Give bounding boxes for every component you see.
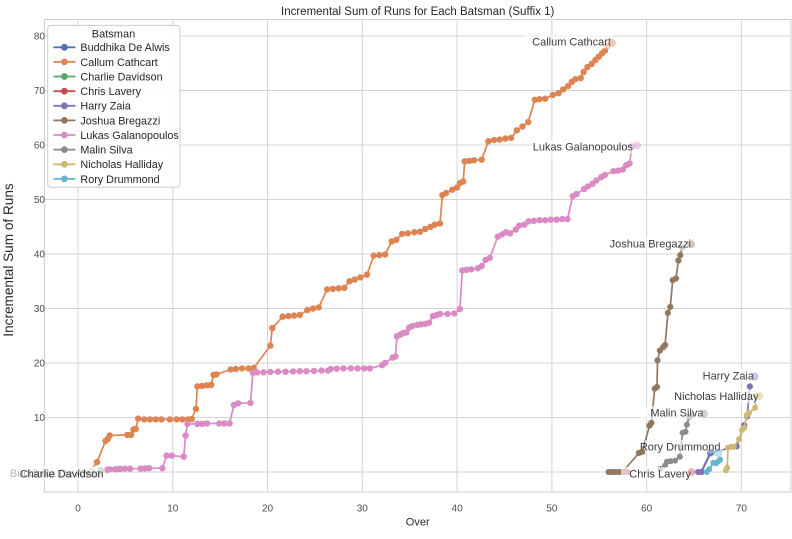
svg-text:Over: Over <box>406 517 430 529</box>
svg-text:Joshua Bregazzi: Joshua Bregazzi <box>610 239 691 251</box>
svg-text:Lukas Galanopoulos: Lukas Galanopoulos <box>533 142 634 154</box>
svg-text:Rory Drummond: Rory Drummond <box>80 174 159 186</box>
svg-text:0: 0 <box>75 504 81 515</box>
svg-text:Rory Drummond: Rory Drummond <box>640 442 721 454</box>
svg-text:80: 80 <box>34 32 46 43</box>
svg-text:Harry Zaia: Harry Zaia <box>703 371 755 383</box>
svg-text:Incremental Sum of Runs: Incremental Sum of Runs <box>1 183 16 337</box>
svg-text:Charlie Davidson: Charlie Davidson <box>80 71 162 83</box>
svg-text:30: 30 <box>357 504 369 515</box>
svg-text:Malin Silva: Malin Silva <box>80 145 132 157</box>
svg-text:Joshua Bregazzi: Joshua Bregazzi <box>80 115 160 127</box>
svg-text:Callum Cathcart: Callum Cathcart <box>532 37 611 49</box>
svg-text:Malin Silva: Malin Silva <box>650 408 704 420</box>
svg-text:70: 70 <box>736 504 748 515</box>
svg-text:Nicholas Halliday: Nicholas Halliday <box>80 159 163 171</box>
svg-text:40: 40 <box>34 250 46 261</box>
svg-text:Harry Zaia: Harry Zaia <box>80 101 130 113</box>
svg-text:60: 60 <box>641 504 653 515</box>
svg-text:Charlie Davidson: Charlie Davidson <box>20 469 104 481</box>
svg-text:Batsman: Batsman <box>92 29 135 41</box>
svg-text:10: 10 <box>167 504 179 515</box>
svg-text:Lukas Galanopoulos: Lukas Galanopoulos <box>80 130 179 142</box>
svg-text:10: 10 <box>34 413 46 424</box>
svg-text:50: 50 <box>546 504 558 515</box>
svg-text:60: 60 <box>34 141 46 152</box>
svg-text:Callum Cathcart: Callum Cathcart <box>80 57 157 69</box>
svg-text:70: 70 <box>34 86 46 97</box>
svg-text:30: 30 <box>34 304 46 315</box>
svg-text:20: 20 <box>262 504 274 515</box>
svg-text:Chris Lavery: Chris Lavery <box>629 469 691 481</box>
svg-text:40: 40 <box>452 504 464 515</box>
svg-text:50: 50 <box>34 195 46 206</box>
svg-text:Chris Lavery: Chris Lavery <box>80 86 141 98</box>
svg-text:Buddhika De Alwis: Buddhika De Alwis <box>80 42 170 54</box>
svg-text:Incremental Sum of Runs for Ea: Incremental Sum of Runs for Each Batsman… <box>281 6 555 18</box>
svg-text:20: 20 <box>34 359 46 370</box>
svg-text:Nicholas Halliday: Nicholas Halliday <box>674 391 759 403</box>
